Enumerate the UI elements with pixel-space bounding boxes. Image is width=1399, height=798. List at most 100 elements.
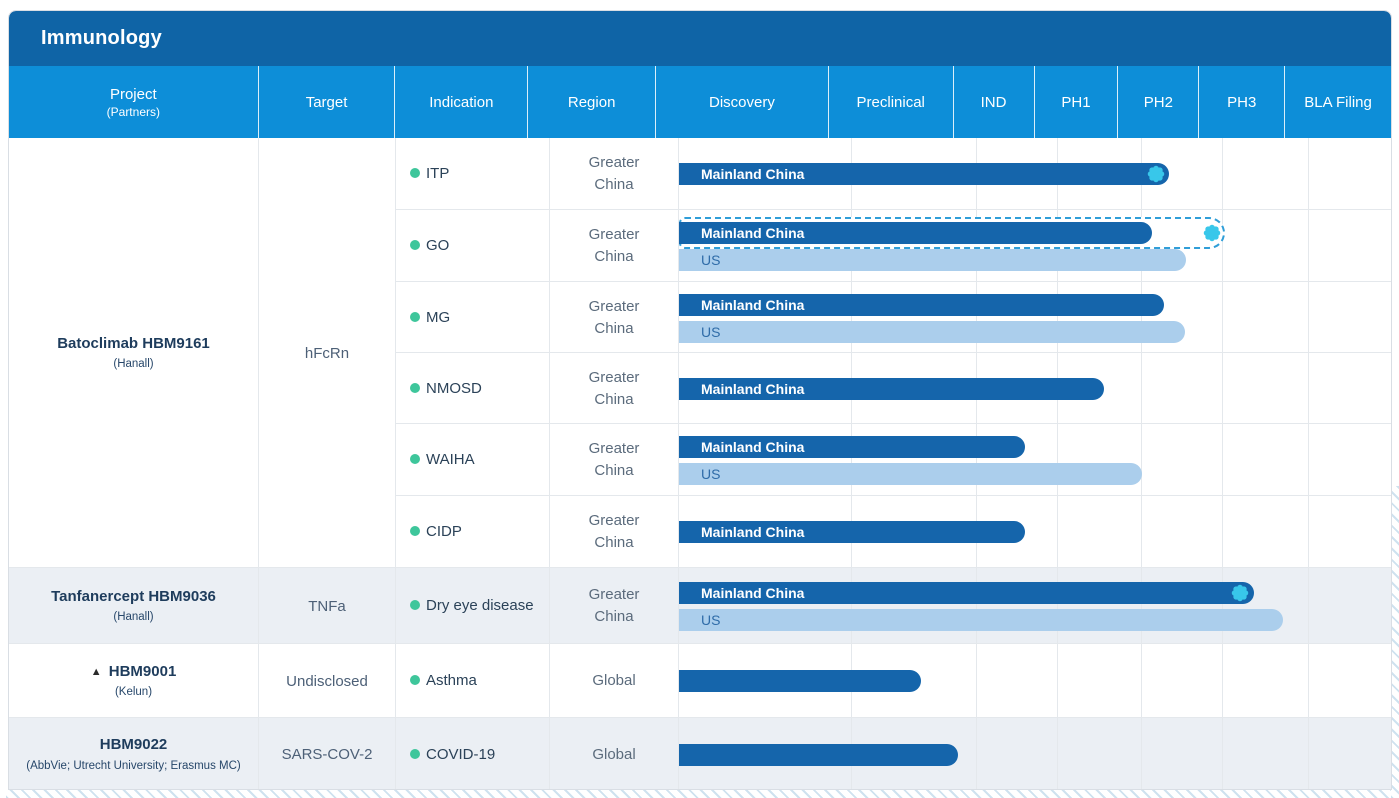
- indication-dot-icon: [410, 382, 420, 393]
- indication-label: NMOSD: [410, 378, 482, 400]
- region-label: Global: [592, 745, 636, 763]
- burst-icon: [1146, 164, 1166, 184]
- chart-cell: [679, 718, 1391, 789]
- table-header: Project (Partners) Target Indication Reg…: [9, 66, 1391, 138]
- chart-cell: Mainland China US: [679, 282, 1391, 353]
- region-cell: Greater China: [550, 353, 679, 424]
- region-cell: Greater China: [550, 496, 679, 568]
- indication-dot-icon: [410, 526, 420, 537]
- project-group: ▲ HBM9001 (Kelun) Undisclosed Asthma Global: [9, 644, 1391, 718]
- indication-cell: GO: [396, 210, 550, 282]
- section-title: Immunology: [41, 27, 162, 49]
- phase-bar-mainland-china[interactable]: Mainland China: [679, 582, 1254, 604]
- region-label: Greater China: [588, 297, 640, 337]
- indication-label: CIDP: [410, 521, 462, 543]
- indication-label: Asthma: [410, 670, 477, 692]
- indication-label: Dry eye disease: [410, 595, 534, 617]
- indication-label: MG: [410, 307, 450, 329]
- hatch-pattern-bottom: [6, 789, 1399, 798]
- region-cell: Greater China: [550, 210, 679, 282]
- indication-row: Dry eye disease Greater China Mainland Chi…: [396, 568, 1391, 644]
- region-label: Greater China: [588, 368, 640, 408]
- bar-label: Mainland China: [701, 296, 805, 313]
- burst-icon: [1202, 223, 1222, 243]
- bar-label: US: [701, 252, 721, 268]
- chart-cell: Mainland China US: [679, 568, 1391, 644]
- phase-bar-us[interactable]: US: [679, 320, 1185, 343]
- indication-row: COVID-19 Global: [396, 718, 1391, 789]
- phase-bar-us[interactable]: US: [679, 463, 1142, 485]
- header-cell-project: Project (Partners): [9, 66, 259, 138]
- indication-dot-icon: [410, 675, 420, 686]
- project-group: Tanfanercept HBM9036 (Hanall) TNFa Dry eye …: [9, 568, 1391, 644]
- bar-label: Mainland China: [701, 380, 805, 397]
- chart-cell: Mainland China US: [679, 424, 1391, 496]
- hatch-pattern-right: [1391, 486, 1399, 798]
- indication-dot-icon: [410, 600, 420, 611]
- indication-dot-icon: [410, 454, 420, 465]
- bar-label: US: [701, 466, 721, 482]
- bar-label: Mainland China: [701, 585, 805, 601]
- indication-cell: WAIHA: [396, 424, 550, 496]
- header-cell-indication: Indication: [395, 66, 529, 138]
- indication-cell: NMOSD: [396, 353, 550, 424]
- target-cell: hFcRn: [259, 138, 396, 568]
- indication-cell: Asthma: [396, 644, 550, 718]
- header-cell-bla-filing: BLA Filing: [1304, 93, 1372, 111]
- burst-icon: [1230, 583, 1250, 603]
- project-partners: (Hanall): [113, 611, 154, 624]
- project-partners: (Kelun): [114, 686, 153, 699]
- indication-row: Asthma Global: [396, 644, 1391, 718]
- indication-rows: Asthma Global: [396, 644, 1391, 718]
- project-cell: Batoclimab HBM9161 (Hanall): [9, 138, 259, 568]
- header-cell-ph1: PH1: [1035, 66, 1119, 138]
- phase-bar-us[interactable]: US: [679, 249, 1186, 271]
- phase-bar-mainland-china[interactable]: Mainland China: [679, 163, 1169, 185]
- phase-bar-mainland-china[interactable]: Mainland China: [679, 377, 1104, 400]
- project-name: HBM9022: [99, 736, 168, 754]
- phase-bar[interactable]: [679, 670, 921, 692]
- project-name: Tanfanercept HBM9036: [51, 587, 216, 605]
- chart-cell: Mainland China: [679, 138, 1391, 210]
- project-partners: (AbbVie; Utrecht University; Erasmus MC): [26, 759, 241, 772]
- bar-label: Mainland China: [701, 225, 805, 241]
- indication-label: GO: [410, 235, 449, 257]
- region-label: Greater China: [588, 226, 640, 265]
- pipeline-body: Batoclimab HBM9161 (Hanall) hFcRn ITP Greate…: [9, 138, 1391, 789]
- phase-bar-mainland-china[interactable]: Mainland China: [679, 222, 1152, 244]
- phase-bar[interactable]: [679, 743, 958, 766]
- header-cell-ph2: PH2: [1118, 66, 1200, 138]
- region-label: Global: [592, 672, 636, 690]
- indication-cell: MG: [396, 282, 550, 353]
- target-cell: Undisclosed: [259, 644, 396, 718]
- region-cell: Global: [550, 644, 679, 718]
- bar-label: Mainland China: [701, 166, 805, 182]
- region-cell: Greater China: [550, 424, 679, 496]
- indication-row: CIDP Greater China Mainland China: [396, 496, 1391, 568]
- phase-bar-mainland-china[interactable]: Mainland China: [679, 436, 1025, 458]
- region-label: Greater China: [588, 154, 640, 193]
- indication-dot-icon: [410, 748, 420, 759]
- project-cell: HBM9022 (AbbVie; Utrecht University; Eras…: [9, 718, 259, 789]
- region-cell: Global: [550, 718, 679, 789]
- project-name: ▲ HBM9001: [90, 662, 177, 680]
- chart-cell: Mainland China: [679, 496, 1391, 568]
- indication-row: ITP Greater China Mainland China: [396, 138, 1391, 210]
- phase-bar-mainland-china[interactable]: Mainland China: [679, 521, 1025, 543]
- region-cell: Greater China: [550, 138, 679, 210]
- bar-label: Mainland China: [701, 439, 805, 455]
- indication-cell: CIDP: [396, 496, 550, 568]
- phase-bar-mainland-china[interactable]: Mainland China: [679, 293, 1164, 316]
- indication-dot-icon: [410, 311, 420, 322]
- project-group: Batoclimab HBM9161 (Hanall) hFcRn ITP Greate…: [9, 138, 1391, 568]
- indication-rows: Dry eye disease Greater China Mainland Chi…: [396, 568, 1391, 644]
- indication-row: NMOSD Greater China Mainland China: [396, 353, 1391, 424]
- region-label: Greater China: [588, 586, 640, 625]
- target-cell: TNFa: [259, 568, 396, 644]
- indication-row: WAIHA Greater China Mainland China US: [396, 424, 1391, 496]
- indication-rows: ITP Greater China Mainland China GO Greater …: [396, 138, 1391, 568]
- indication-cell: ITP: [396, 138, 550, 210]
- phase-bar-us[interactable]: US: [679, 609, 1283, 631]
- header-cell-ph3: PH3: [1199, 66, 1286, 138]
- header-cell-target: Target: [259, 66, 396, 138]
